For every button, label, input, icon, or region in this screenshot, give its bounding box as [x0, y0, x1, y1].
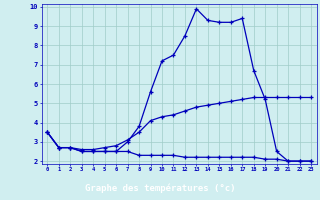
Text: Graphe des températures (°c): Graphe des températures (°c): [85, 184, 235, 193]
